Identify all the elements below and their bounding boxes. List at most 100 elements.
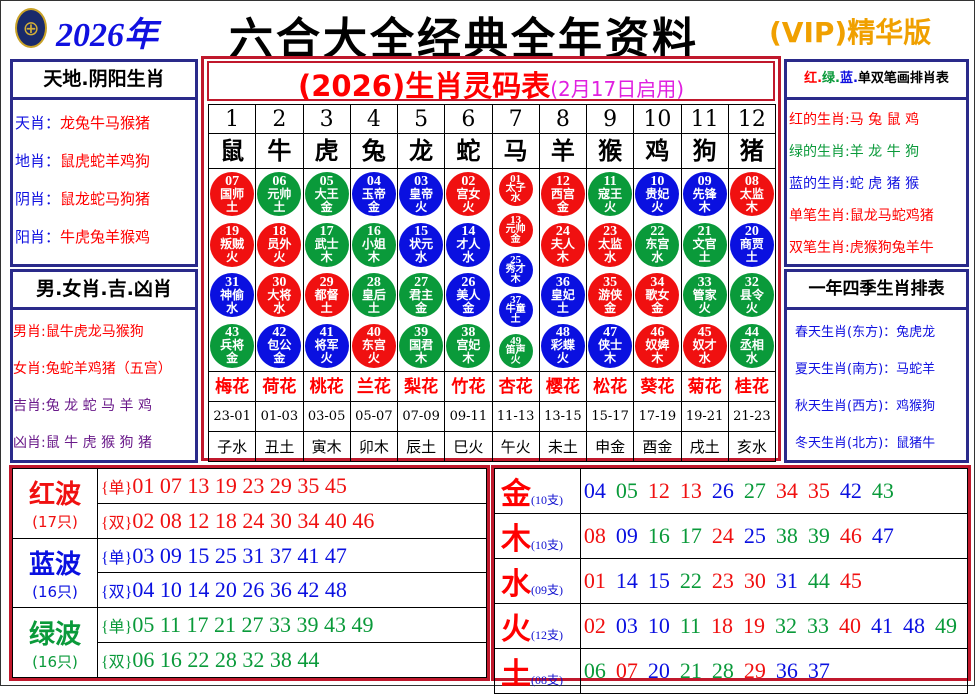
ball-column-row: 07 国师土 19 叛贼火 31 神偷水 43 兵将金 06 元帅土 18 员外火 30 大将水 42 包公金… [208,169,776,372]
ball-number: 12 [555,173,570,189]
ball-element: 土 [556,300,569,315]
ball-element: 金 [556,199,569,214]
gender-title: 男.女肖.吉.凶肖 [13,272,195,310]
ball-element: 土 [226,199,239,214]
season-item: 冬天生肖(北方)：鼠猪牛 [795,425,966,462]
ball-title: 文官 [692,237,717,252]
element-count: (10支) [531,493,563,507]
ball-number: 17 [319,224,334,240]
element-number: 47 [871,523,894,548]
tiandi-item: 阳肖：牛虎兔羊猴鸡 [15,218,195,256]
element-number: 48 [903,613,925,638]
column-number: 3 [303,104,351,134]
element-label: 金(10支) [494,468,581,514]
ball-title: 都督 [314,287,339,302]
ball-title: 夫人 [550,237,575,252]
number-list: 04 10 14 20 26 36 42 48 [132,577,347,603]
ball-element: 金 [320,199,333,214]
ball-title: 皇妃 [550,287,575,302]
ball-element: 水 [745,351,758,366]
ball-title: 彩蝶 [550,338,575,353]
vip-label: (VIP)精华版 [769,16,932,49]
ball-element: 水 [226,300,239,315]
number-ball: 29 都督土 [304,273,349,318]
item-key: 夏天生肖(南方)： [795,362,897,377]
ball-element: 木 [367,250,380,265]
ball-title: 兵将 [220,338,245,353]
number-ball: 08 太监木 [729,172,774,217]
element-number: 34 [775,478,798,503]
ball-element: 水 [698,351,711,366]
ball-title: 侠士 [598,338,623,353]
zodiac-table: (2026)生肖灵码表(2月17日启用) 1 2 3 4 5 6 7 8 9 10 11 12 鼠牛虎兔… [201,56,781,462]
number-ball: 43 兵将金 [210,323,255,368]
ball-number: 10 [650,173,665,189]
ball-title: 牛童 [505,304,526,316]
element-number: 27 [743,478,766,503]
element-number: 12 [647,478,670,503]
ball-title: 宫女 [456,186,481,201]
number-ball: 28 皇后土 [351,273,396,318]
earthly-branch: 巳火 [445,432,493,462]
wave-numbers: {双}02 08 12 18 24 30 34 40 46 [97,502,487,539]
element-name: 水 [501,567,531,602]
item-value: 兔 龙 蛇 马 羊 鸡 [45,398,152,414]
flower-name: 荷花 [256,372,304,402]
element-number: 10 [647,613,670,638]
element-number: 28 [711,658,734,683]
element-number: 36 [775,658,798,683]
ball-title: 太监 [598,237,623,252]
ball-element: 金 [226,351,239,366]
hour-range: 01-03 [256,402,304,432]
ball-element: 土 [273,199,286,214]
ball-number: 34 [650,274,665,290]
ball-column: 07 国师土 19 叛贼火 31 神偷水 43 兵将金 [208,169,257,372]
number-ball: 04 玉帝金 [351,172,396,217]
item-value: 蛇 虎 猪 猴 [849,176,920,192]
ball-column: 11 寇王火 23 太监水 35 游侠金 47 侠士木 [587,169,635,372]
number-list: 06 16 22 28 32 38 44 [132,647,320,673]
element-number: 17 [679,523,702,548]
element-number: 02 [583,613,606,638]
element-numbers: 08 09 16 17 24 25 38 39 46 47 [579,513,969,559]
zodiac-name: 鼠 [208,134,257,169]
number-ball: 19 叛贼火 [210,222,255,267]
ball-element: 水 [462,250,475,265]
number-ball: 05 大王金 [304,172,349,217]
color-item: 蓝的生肖:蛇 虎 猪 猴 [789,168,966,200]
ball-title: 奴才 [692,338,717,353]
number-ball: 17 武士木 [304,222,349,267]
gender-item: 吉肖:兔 龙 蛇 马 羊 鸡 [13,388,195,425]
number-ball: 25 秀才木 [498,252,533,287]
element-number: 11 [679,613,701,638]
ball-title: 才人 [456,237,481,252]
ball-number: 24 [555,224,570,240]
ball-number: 37 [510,294,522,307]
item-value: 鼠虎蛇羊鸡狗 [60,152,151,170]
wave-numbers: {双}06 16 22 28 32 38 44 [97,642,487,678]
number-ball: 23 太监水 [588,222,633,267]
ball-element: 火 [651,199,664,214]
number-ball: 47 侠士木 [588,323,633,368]
ball-element: 木 [415,351,428,366]
ball-number: 23 [603,224,618,240]
number-ball: 15 状元水 [399,222,444,267]
ball-number: 47 [603,325,618,341]
zodiac-name: 虎 [303,134,351,169]
item-value: 兔蛇羊鸡猪（五宫） [45,361,172,377]
earthly-branch: 午火 [492,432,540,462]
wave-label: 蓝波 (16只) [12,537,98,609]
flower-name: 菊花 [681,372,729,402]
item-value: 马蛇羊 [896,362,936,377]
element-number: 06 [583,658,606,683]
item-value: 鸡猴狗 [896,399,936,414]
ball-element: 金 [415,300,428,315]
ball-title: 西宫 [550,186,575,201]
element-number: 22 [679,568,702,593]
item-key: 双笔生肖: [789,240,850,256]
ball-element: 火 [510,354,521,366]
element-number: 04 [583,478,606,503]
hour-range: 11-13 [492,402,540,432]
color-title: 红.绿.蓝.单双笔画排肖表 [787,62,966,100]
ball-number: 36 [555,274,570,290]
